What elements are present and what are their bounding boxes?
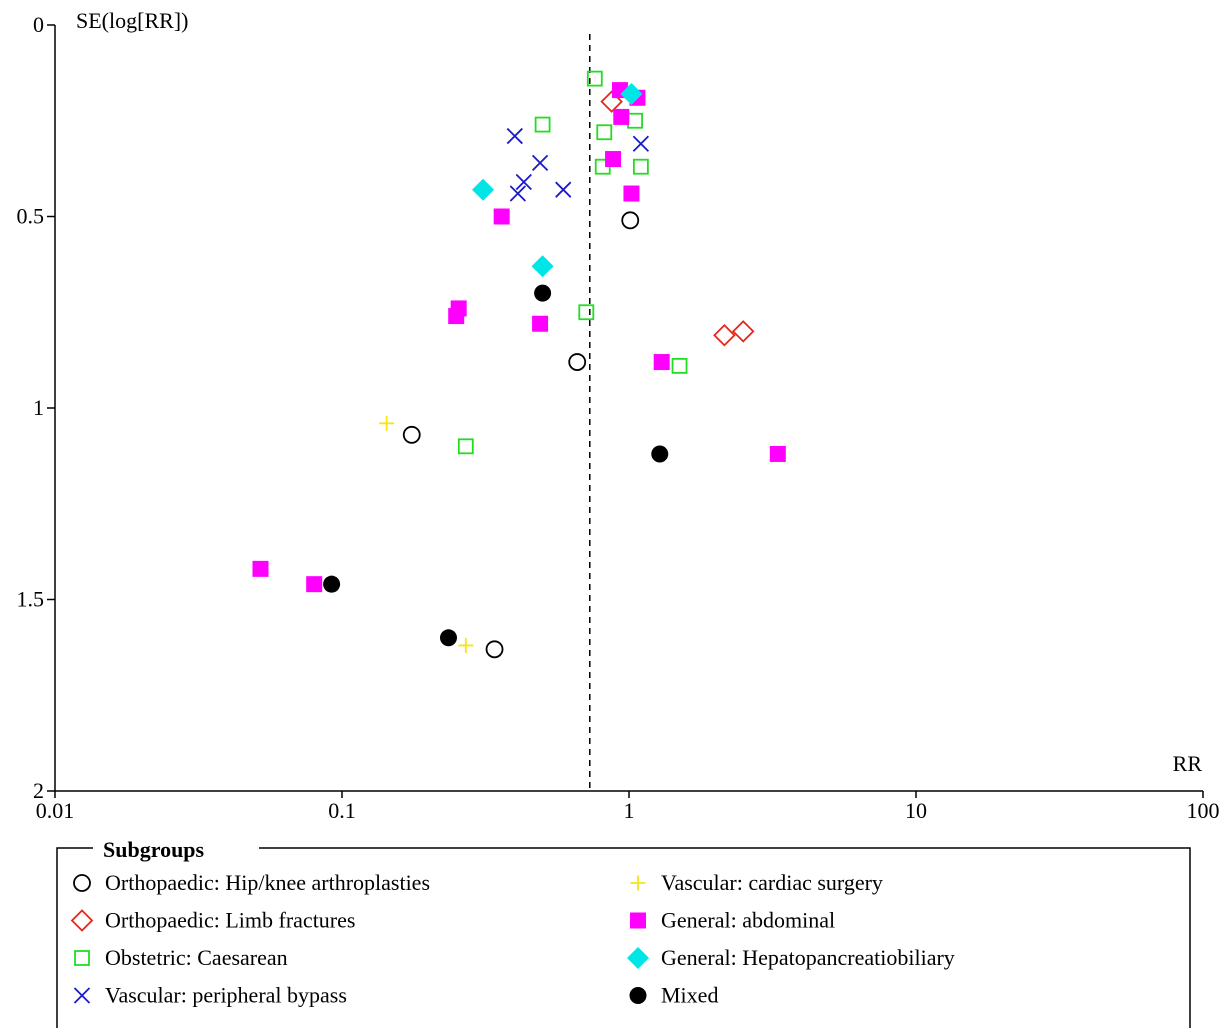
legend-label: Orthopaedic: Hip/knee arthroplasties [105,870,430,895]
legend-marker [70,909,94,932]
legend-label: Orthopaedic: Limb fractures [105,908,355,933]
data-point [627,112,643,129]
x-tick-label: 1 [624,798,635,823]
data-point [534,116,551,133]
data-point [586,70,603,87]
legend-marker [629,987,647,1004]
legend-marker [73,874,91,892]
x-axis-ticks: 0.01 0.1 1 10 100 [36,791,1220,823]
data-point [472,178,495,201]
data-point [402,425,421,444]
legend-item: Mixed [629,983,718,1008]
plot-area: 0 0.5 1 1.5 2 0.01 0.1 1 10 100 SE(log[RR]) RR [17,8,1220,823]
y-tick-label: 0 [33,12,44,37]
legend-label: Mixed [661,983,718,1008]
data-point [713,323,736,347]
data-point [632,135,650,152]
data-point [531,255,554,278]
legend-title: Subgroups [103,837,205,862]
data-point [555,181,572,198]
y-axis-title: SE(log[RR]) [76,8,188,33]
legend-label: General: abdominal [661,908,835,933]
data-point [769,445,786,462]
data-point [509,185,527,202]
data-point [731,320,755,343]
data-point [252,560,269,577]
data-point [506,127,523,145]
legend-item: Vascular: cardiac surgery [630,870,883,895]
x-tick-label: 100 [1187,798,1220,823]
legend-marker [74,950,90,966]
legend-item: Orthopaedic: Limb fractures [70,908,355,933]
legend-item: Vascular: peripheral bypass [73,983,347,1008]
data-points [252,70,786,659]
data-point [493,208,510,225]
data-point [532,315,549,332]
data-point [623,185,640,202]
x-tick-label: 0.01 [36,798,75,823]
data-point [621,211,640,230]
data-point [600,90,623,113]
legend-marker [627,947,649,969]
legend-label: Obstetric: Caesarean [105,945,288,970]
legend: Subgroups Orthopaedic: Hip/knee arthropl… [56,837,1191,1028]
legend-label: Vascular: peripheral bypass [105,983,347,1008]
data-point [653,354,670,371]
data-point [457,438,474,455]
legend-items: Orthopaedic: Hip/knee arthroplasties Orth… [70,870,955,1008]
data-point [485,640,504,659]
legend-item: General: abdominal [630,908,835,933]
data-point [439,629,457,647]
y-tick-label: 1 [33,395,44,420]
data-point [620,82,643,105]
x-tick-label: 10 [905,798,927,823]
y-axis-ticks: 0 0.5 1 1.5 2 [17,12,55,803]
legend-label: General: Hepatopancreatiobiliary [661,945,955,970]
data-point [578,304,595,321]
x-axis-title: RR [1173,751,1203,776]
data-point [671,357,688,374]
data-point [323,575,341,593]
legend-item: Obstetric: Caesarean [74,945,288,970]
data-point [596,124,613,141]
legend-marker [630,912,646,929]
y-tick-label: 1.5 [17,587,45,612]
legend-frame [56,847,1191,1028]
data-point [379,415,395,431]
legend-label: Vascular: cardiac surgery [661,870,883,895]
y-tick-label: 0.5 [17,204,45,229]
data-point [651,445,669,463]
legend-marker [73,987,91,1004]
data-point [458,637,474,653]
data-point [306,576,323,593]
data-point [534,284,552,302]
data-point [568,353,587,371]
data-point [515,173,532,191]
data-point [605,151,622,168]
y-tick-label: 2 [33,778,44,803]
legend-item: General: Hepatopancreatiobiliary [627,945,955,970]
data-point [613,108,630,125]
legend-item: Orthopaedic: Hip/knee arthroplasties [73,870,430,895]
x-tick-label: 0.1 [328,798,356,823]
data-point [448,308,465,325]
legend-marker [630,875,646,891]
data-point [531,154,549,172]
data-point [632,158,649,175]
